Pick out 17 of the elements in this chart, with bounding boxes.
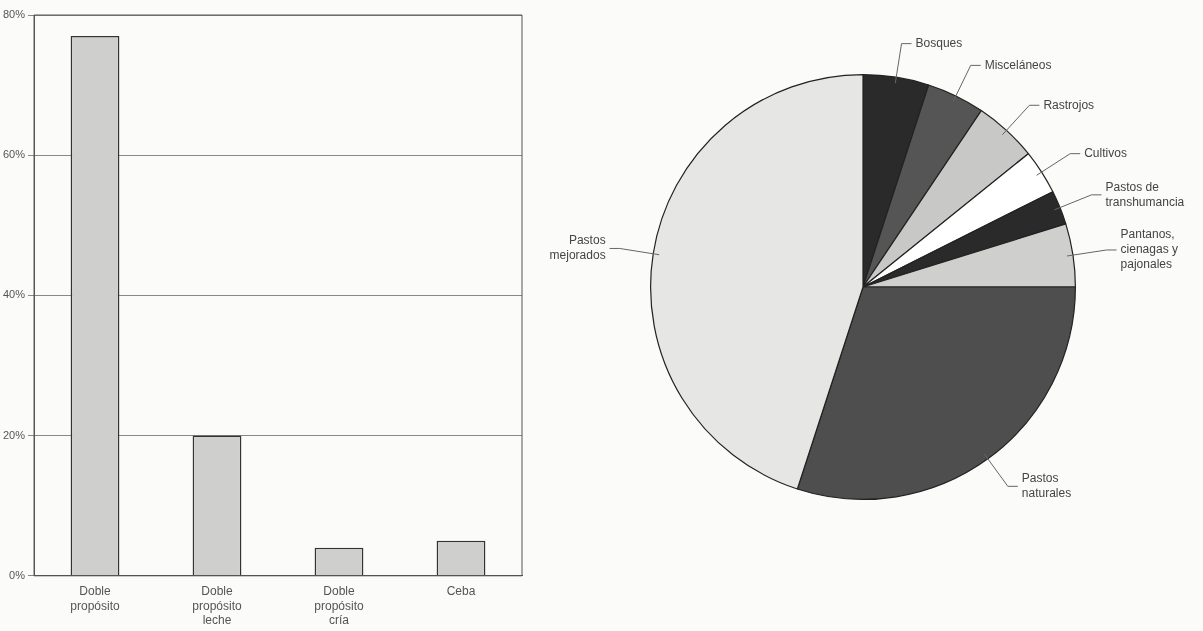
slice-label: Rastrojos <box>1043 97 1095 112</box>
slice-label: Pantanos, cienagas y pajonales <box>1120 227 1178 272</box>
y-tick-label: 60% <box>2 148 26 161</box>
slice-label: Pastos de transhumancia <box>1105 179 1185 209</box>
x-tick-label: Doble propósito leche <box>192 584 243 628</box>
x-tick-label: Ceba <box>446 584 476 599</box>
y-tick-label: 0% <box>9 568 26 581</box>
slice-label: Cultivos <box>1084 145 1127 160</box>
x-tick-label: Doble propósito <box>70 584 121 613</box>
slice-label: Bosques <box>915 35 963 50</box>
slice-label: Pastos naturales <box>1021 471 1072 501</box>
y-tick-label: 20% <box>2 428 26 441</box>
y-tick-label: 40% <box>2 288 26 301</box>
slice-label: Pastos mejorados <box>549 233 606 263</box>
x-tick-label: Doble propósito cría <box>314 584 365 628</box>
y-tick-label: 80% <box>2 8 26 21</box>
slice-label: Misceláneos <box>984 57 1052 72</box>
